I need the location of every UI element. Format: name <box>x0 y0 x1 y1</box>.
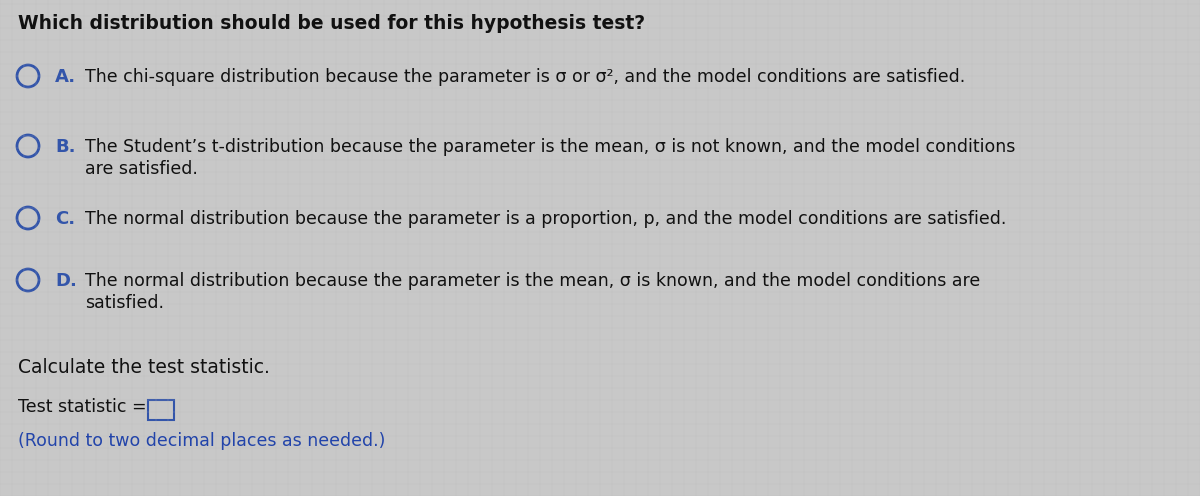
Text: (Round to two decimal places as needed.): (Round to two decimal places as needed.) <box>18 432 385 450</box>
Text: The normal distribution because the parameter is a proportion, p, and the model : The normal distribution because the para… <box>85 210 1007 228</box>
Text: satisfied.: satisfied. <box>85 294 164 312</box>
Text: D.: D. <box>55 272 77 290</box>
Text: Test statistic =: Test statistic = <box>18 398 146 416</box>
Text: A.: A. <box>55 68 76 86</box>
Text: B.: B. <box>55 138 76 156</box>
Text: are satisfied.: are satisfied. <box>85 160 198 178</box>
Bar <box>148 400 174 420</box>
Text: The chi-square distribution because the parameter is σ or σ², and the model cond: The chi-square distribution because the … <box>85 68 965 86</box>
Text: The normal distribution because the parameter is the mean, σ is known, and the m: The normal distribution because the para… <box>85 272 980 290</box>
Text: Which distribution should be used for this hypothesis test?: Which distribution should be used for th… <box>18 14 646 33</box>
Text: The Student’s t-distribution because the parameter is the mean, σ is not known, : The Student’s t-distribution because the… <box>85 138 1015 156</box>
Text: C.: C. <box>55 210 76 228</box>
Text: Calculate the test statistic.: Calculate the test statistic. <box>18 358 270 377</box>
